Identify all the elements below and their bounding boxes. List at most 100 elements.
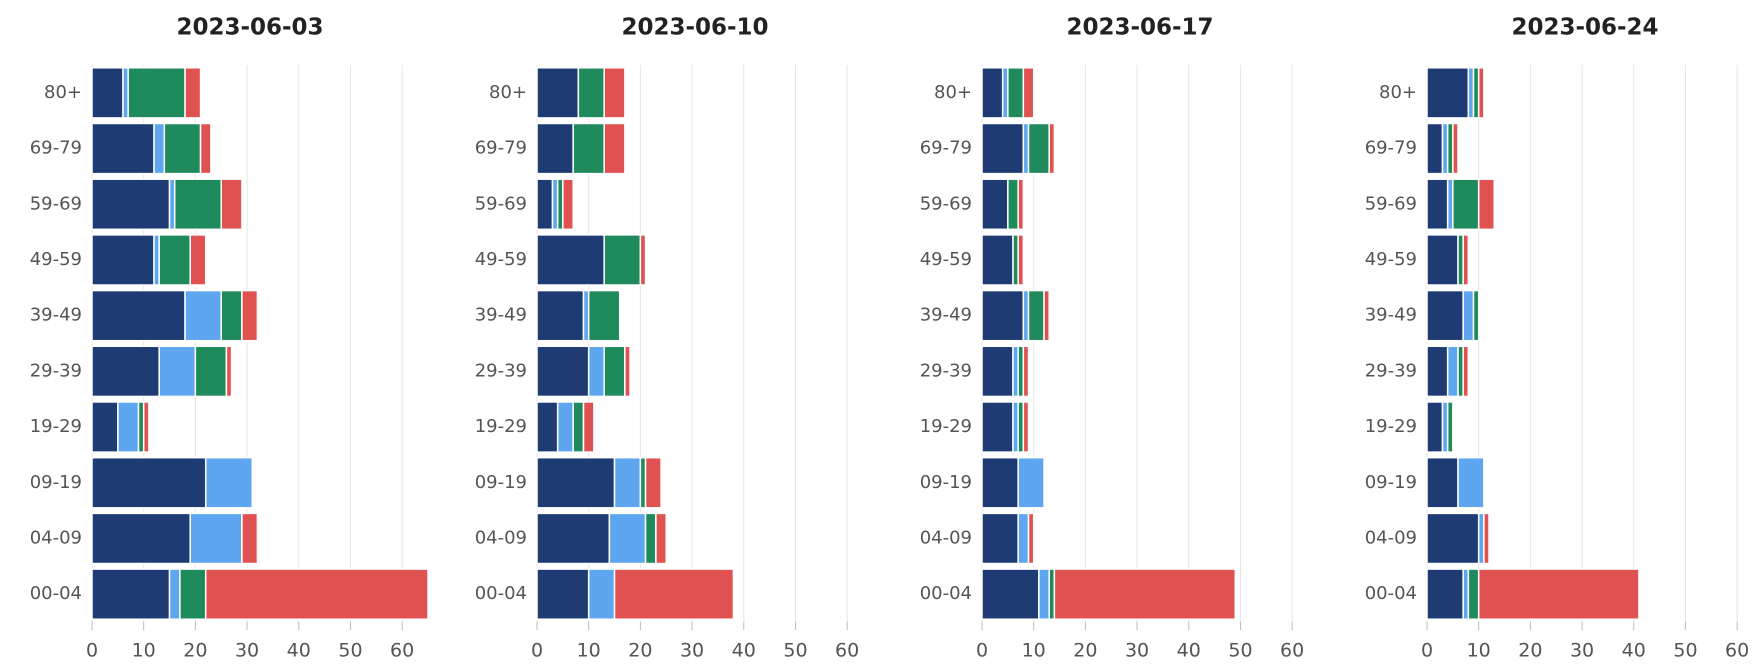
bar-segment xyxy=(91,67,124,119)
bar-segment xyxy=(1048,122,1056,175)
y-tick-label: 39-49 xyxy=(475,305,527,326)
bar-segment xyxy=(587,568,616,620)
y-tick-label: 04-09 xyxy=(1365,527,1417,548)
x-tick-label: 30 xyxy=(1570,640,1594,662)
y-tick-label: 00-04 xyxy=(475,583,527,604)
bar-segment xyxy=(91,568,171,620)
bar-segment xyxy=(1426,456,1459,509)
x-tick-label: 10 xyxy=(132,640,156,662)
y-tick-label: 59-69 xyxy=(475,193,527,214)
bar-segment xyxy=(137,401,145,453)
bar-segment xyxy=(199,122,212,175)
bar-segment xyxy=(91,456,207,509)
x-tick-label: 20 xyxy=(1073,640,1097,662)
bar-segment xyxy=(184,289,222,342)
bar-segment xyxy=(1457,345,1464,398)
bar-segment xyxy=(1467,67,1475,119)
y-tick-label: 39-49 xyxy=(1365,305,1417,326)
bar-segment xyxy=(1462,234,1470,286)
bar-segment xyxy=(1441,401,1449,453)
bar-segment xyxy=(644,512,657,565)
y-tick-label: 49-59 xyxy=(475,249,527,270)
bar-segment xyxy=(981,234,1014,286)
bar-segment xyxy=(179,568,207,620)
x-tick-label: 50 xyxy=(338,640,362,662)
bar-segment xyxy=(603,345,626,398)
y-tick-label: 09-19 xyxy=(475,472,527,493)
bar-segment xyxy=(158,345,197,398)
bar-segment xyxy=(91,512,191,565)
bar-segment xyxy=(981,401,1014,453)
x-tick-label: 40 xyxy=(1622,640,1646,662)
bar-segment xyxy=(91,122,155,175)
x-tick-label: 50 xyxy=(783,640,807,662)
y-tick-label: 69-79 xyxy=(920,138,972,159)
bar-segment xyxy=(1477,512,1485,565)
panel: 2023-06-03 0 10 20 30 40 50 60 80+ 69-79 59-69 49-5… xyxy=(30,15,429,662)
bar-segment xyxy=(655,512,667,565)
bar-segment xyxy=(981,178,1009,231)
bar-segment xyxy=(1007,67,1025,119)
x-tick-label: 30 xyxy=(235,640,259,662)
y-tick-label: 09-19 xyxy=(1365,472,1417,493)
bar-segment xyxy=(122,67,129,119)
bar-segment xyxy=(1007,178,1019,231)
y-tick-label: 09-19 xyxy=(920,472,972,493)
bar-segment xyxy=(536,568,590,620)
bar-segment xyxy=(981,122,1025,175)
bar-segment xyxy=(639,456,647,509)
y-tick-label: 29-39 xyxy=(475,360,527,381)
bar-segment xyxy=(220,178,243,231)
bar-segment xyxy=(189,234,207,286)
x-tick-label: 0 xyxy=(976,640,988,662)
x-tick-label: 40 xyxy=(1177,640,1201,662)
bar-segment xyxy=(1022,289,1030,342)
y-tick-label: 49-59 xyxy=(1365,249,1417,270)
y-tick-label: 80+ xyxy=(1379,82,1417,103)
bar-segment xyxy=(1446,345,1459,398)
x-tick-label: 20 xyxy=(628,640,652,662)
y-tick-label: 00-04 xyxy=(1365,583,1417,604)
x-tick-label: 50 xyxy=(1673,640,1697,662)
bar-segment xyxy=(1426,178,1449,231)
bar-segment xyxy=(1477,568,1640,620)
bar-segment xyxy=(536,234,605,286)
y-tick-label: 29-39 xyxy=(1365,360,1417,381)
y-tick-label: 80+ xyxy=(489,82,527,103)
x-tick-label: 10 xyxy=(1022,640,1046,662)
bar-segment xyxy=(1017,345,1025,398)
bar-segment xyxy=(153,122,166,175)
bar-segment xyxy=(572,122,605,175)
panel-title: 2023-06-10 xyxy=(621,15,768,41)
y-tick-label: 29-39 xyxy=(920,360,972,381)
bar-segment xyxy=(173,178,222,231)
y-tick-label: 59-69 xyxy=(1365,193,1417,214)
bar-segment xyxy=(1467,568,1480,620)
bar-segment xyxy=(603,234,642,286)
bar-segment xyxy=(551,178,559,231)
panel-title: 2023-06-24 xyxy=(1511,15,1658,41)
bar-segment xyxy=(1001,67,1009,119)
y-tick-label: 04-09 xyxy=(920,527,972,548)
bar-segment xyxy=(204,568,429,620)
bar-segment xyxy=(608,512,647,565)
bar-segment xyxy=(644,456,662,509)
bar-segment xyxy=(220,289,243,342)
bar-segment xyxy=(1053,568,1237,620)
bar-segment xyxy=(1043,289,1050,342)
bar-segment xyxy=(613,568,735,620)
bar-segment xyxy=(142,401,150,453)
bar-segment xyxy=(572,401,585,453)
y-tick-label: 59-69 xyxy=(30,193,82,214)
bar-segment xyxy=(1446,178,1454,231)
bar-segment xyxy=(1022,122,1030,175)
bar-segment xyxy=(1426,568,1464,620)
x-tick-label: 60 xyxy=(1725,640,1749,662)
bar-segment xyxy=(1452,122,1459,175)
x-tick-label: 60 xyxy=(390,640,414,662)
bar-segment xyxy=(1027,289,1045,342)
x-tick-label: 0 xyxy=(86,640,98,662)
bar-segment xyxy=(981,512,1019,565)
bar-segment xyxy=(587,345,605,398)
